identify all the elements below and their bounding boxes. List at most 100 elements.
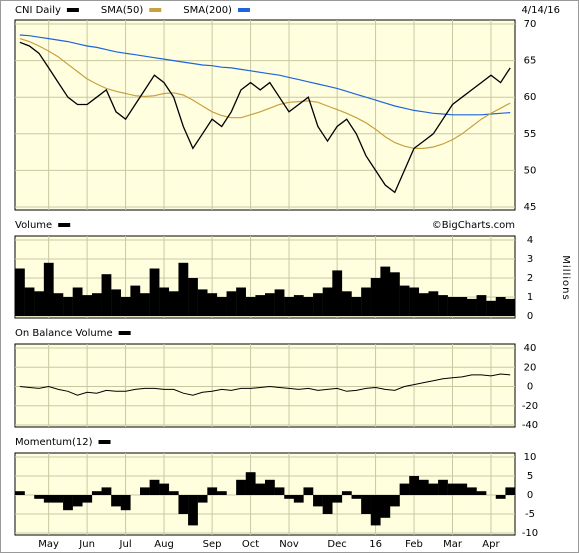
- bar: [322, 495, 333, 514]
- y-tick-label: 55: [524, 129, 537, 140]
- legend-swatch: [58, 223, 71, 227]
- bar: [361, 287, 371, 316]
- bar: [91, 491, 102, 495]
- y-tick-label: 60: [524, 92, 537, 103]
- bar: [101, 274, 112, 316]
- watermark: ©BigCharts.com: [432, 220, 515, 231]
- bar: [313, 293, 323, 316]
- y-tick-label: 65: [524, 56, 537, 67]
- bar: [399, 285, 410, 316]
- bar: [197, 289, 208, 316]
- x-tick-label: Dec: [327, 539, 346, 550]
- bar: [505, 487, 516, 495]
- bar: [15, 268, 25, 316]
- bar: [15, 491, 25, 495]
- bar: [72, 495, 83, 507]
- bar: [245, 297, 256, 316]
- legend-swatch: [98, 440, 111, 444]
- y-tick-label: 0: [527, 490, 533, 501]
- bar: [188, 278, 198, 316]
- plot-area: [14, 343, 516, 428]
- y-tick-label: 70: [524, 19, 537, 30]
- bar: [274, 289, 285, 316]
- panel-title: Momentum(12): [15, 437, 93, 448]
- bar: [216, 491, 227, 495]
- x-tick-label: Jul: [119, 539, 132, 550]
- bar: [255, 295, 266, 316]
- bar: [380, 266, 391, 316]
- bar: [284, 297, 295, 316]
- bar: [188, 495, 198, 526]
- y-tick-label: 4: [527, 235, 533, 246]
- legend-swatch: [149, 8, 162, 12]
- bar: [447, 483, 458, 495]
- bar: [341, 291, 352, 316]
- legend-label: SMA(50): [101, 5, 143, 16]
- y-tick-label: -20: [522, 401, 538, 412]
- bar: [351, 297, 362, 316]
- legend-swatch: [237, 8, 250, 12]
- bar: [236, 287, 246, 316]
- bar: [168, 491, 179, 495]
- x-tick-label: Oct: [242, 539, 259, 550]
- y-tick-label: 45: [524, 202, 537, 213]
- bar: [53, 293, 64, 316]
- bar: [265, 293, 275, 316]
- bar: [332, 270, 343, 316]
- x-tick-label: Sep: [203, 539, 222, 550]
- legend-label: CNI Daily: [15, 5, 61, 16]
- bar: [505, 298, 516, 316]
- x-tick-label: Jun: [78, 539, 95, 550]
- bar: [293, 495, 304, 503]
- bar: [159, 483, 170, 495]
- bar: [111, 495, 121, 507]
- bar: [284, 495, 295, 499]
- bar: [428, 291, 439, 316]
- bar: [207, 293, 218, 316]
- bar: [178, 495, 189, 514]
- y-tick-label: 3: [527, 254, 533, 265]
- y-tick-label: 0: [527, 382, 533, 393]
- bar: [140, 487, 150, 495]
- bar: [495, 297, 506, 316]
- bar: [226, 291, 237, 316]
- data-line: [19, 34, 511, 116]
- bar: [149, 268, 160, 316]
- legend-swatch: [118, 331, 131, 335]
- y-axis-label: Millions: [560, 255, 571, 300]
- bar: [236, 479, 246, 495]
- y-tick-label: 5: [527, 471, 533, 482]
- bar: [457, 297, 468, 316]
- bar: [438, 479, 448, 495]
- data-line: [19, 373, 511, 396]
- bar: [101, 487, 112, 495]
- bar: [351, 495, 362, 499]
- bar: [43, 262, 54, 316]
- panel-title: On Balance Volume: [15, 328, 113, 339]
- bar: [34, 291, 45, 316]
- bar: [111, 289, 121, 316]
- bar: [418, 293, 429, 316]
- bar: [447, 297, 458, 316]
- y-tick-label: -40: [522, 420, 538, 431]
- bar: [63, 297, 73, 316]
- bar: [207, 487, 218, 495]
- bar: [265, 479, 275, 495]
- bar: [120, 495, 131, 511]
- bar: [466, 487, 477, 495]
- y-tick-label: -5: [525, 509, 535, 520]
- x-tick-label: Apr: [482, 539, 500, 550]
- y-tick-label: 40: [524, 343, 537, 354]
- bar: [380, 495, 391, 518]
- bar: [216, 297, 227, 316]
- y-tick-label: 2: [527, 273, 533, 284]
- bar: [82, 295, 93, 316]
- bar: [476, 295, 487, 316]
- plot-area: [14, 19, 516, 211]
- y-tick-label: 20: [524, 362, 537, 373]
- x-tick-label: Nov: [279, 539, 299, 550]
- bar: [303, 297, 314, 316]
- x-tick-label: May: [38, 539, 59, 550]
- bar: [120, 297, 131, 316]
